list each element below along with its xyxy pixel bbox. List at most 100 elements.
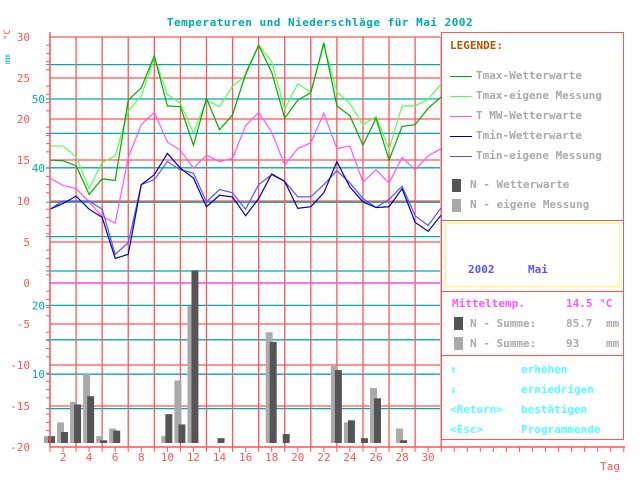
day-tick-label: 20 — [291, 451, 304, 464]
precip-axis-label: mm — [3, 54, 12, 64]
precip-tick-label: 40 — [32, 162, 45, 175]
day-tick-label: 30 — [422, 451, 435, 464]
bar-n-wetterwarte — [334, 370, 342, 443]
legend-item-tmax-eig: Tmax-eigene Messung — [450, 89, 602, 102]
key-return[interactable]: <Return> — [450, 403, 503, 416]
day-tick-label: 12 — [187, 451, 200, 464]
bar-n-wetterwarte — [113, 430, 121, 443]
bar-n-eigene — [343, 422, 351, 443]
action-decrease[interactable]: erniedrigen — [521, 383, 594, 396]
x-axis-label: Tag — [600, 460, 620, 473]
bar-n-wetterwarte — [269, 341, 277, 443]
line-swatch — [450, 155, 472, 157]
precip-tick-label: 50 — [32, 93, 45, 106]
divider — [442, 355, 623, 356]
line-swatch — [450, 75, 472, 77]
series-line-tmin-eigene-messung — [49, 160, 442, 256]
legend-label: Tmin-eigene Messung — [476, 149, 602, 162]
temp-tick-label: 25 — [17, 72, 30, 85]
day-tick-label: 24 — [343, 451, 357, 464]
legend-label: Tmin-Wetterwarte — [476, 129, 582, 142]
legend-item-n-ww: N - Wetterwarte — [444, 178, 569, 192]
temp-tick-label: -10 — [10, 359, 30, 372]
bar-n-eigene — [265, 332, 273, 443]
day-tick-label: 14 — [213, 451, 227, 464]
bar-n-wetterwarte — [87, 396, 95, 443]
mean-temp-value: 14.5 °C — [566, 297, 613, 310]
day-tick-label: 10 — [161, 451, 174, 464]
bar-n-wetterwarte — [74, 404, 82, 443]
bar-swatch-ww — [454, 317, 463, 330]
mean-temp-label: Mitteltemp. — [452, 297, 525, 310]
temp-tick-label: -15 — [10, 400, 30, 413]
legend-label: N - eigene Messung — [470, 198, 590, 211]
bar-n-wetterwarte — [48, 436, 55, 443]
bar-n-eigene — [70, 401, 78, 443]
action-confirm[interactable]: bestätigen — [521, 403, 588, 416]
bar-n-wetterwarte — [347, 420, 355, 443]
bar-n-eigene — [83, 374, 91, 443]
year-value[interactable]: 2002 — [468, 263, 495, 276]
bar-n-eigene — [96, 436, 104, 443]
period-selector[interactable]: 2002 Mai — [445, 223, 620, 287]
temp-axis-label: °C — [3, 29, 13, 40]
divider — [442, 220, 623, 221]
series-line-t-mw-wetterwarte — [49, 111, 442, 225]
sum-eig-value: 93 — [566, 337, 580, 350]
key-esc[interactable]: <Esc> — [450, 423, 484, 436]
day-tick-label: 6 — [112, 451, 119, 464]
legend-title: LEGENDE: — [450, 39, 503, 52]
legend-label: Tmax-eigene Messung — [476, 89, 602, 102]
temp-tick-label: 20 — [17, 113, 30, 126]
day-tick-label: 28 — [395, 451, 408, 464]
bar-n-wetterwarte — [374, 398, 381, 443]
legend-label: N - Wetterwarte — [470, 178, 570, 191]
divider — [442, 291, 623, 292]
bar-n-wetterwarte — [191, 270, 199, 443]
line-swatch — [450, 95, 472, 97]
bar-n-eigene — [109, 428, 117, 443]
day-tick-label: 22 — [317, 451, 330, 464]
action-exit[interactable]: Programmende — [521, 423, 601, 436]
day-tick-label: 26 — [369, 451, 382, 464]
legend-item-tmw: T MW-Wetterwarte — [450, 109, 582, 122]
bar-n-eigene — [396, 428, 404, 443]
legend-item-tmin-eig: Tmin-eigene Messung — [450, 149, 602, 162]
bar-n-wetterwarte — [360, 438, 368, 443]
sum-ww-unit: mm — [606, 317, 620, 330]
precip-tick-label: 10 — [32, 368, 45, 381]
bar-n-eigene — [174, 380, 182, 443]
bar-n-wetterwarte — [100, 440, 108, 443]
day-tick-label: 16 — [239, 451, 252, 464]
bar-n-wetterwarte — [217, 438, 225, 443]
precip-tick-label: 20 — [32, 299, 45, 312]
legend-label: Tmax-Wetterwarte — [476, 69, 582, 82]
temp-tick-label: 5 — [23, 236, 30, 249]
series-line-tmin-wetterwarte — [49, 152, 442, 260]
sum-eig-unit: mm — [606, 337, 620, 350]
bar-n-eigene — [187, 306, 195, 443]
line-swatch — [450, 135, 472, 137]
temp-tick-label: 10 — [17, 195, 30, 208]
bar-swatch-eig — [454, 337, 463, 350]
chart-title: Temperaturen und Niederschläge für Mai 2… — [166, 16, 474, 29]
key-down[interactable]: ↓ — [450, 383, 457, 396]
legend-item-tmin-ww: Tmin-Wetterwarte — [450, 129, 582, 142]
temp-tick-label: 0 — [23, 277, 30, 290]
legend-item-n-eig: N - eigene Messung — [444, 198, 589, 212]
bar-n-wetterwarte — [165, 414, 173, 443]
action-increase[interactable]: erhöhen — [521, 363, 568, 376]
day-tick-label: 8 — [138, 451, 145, 464]
legend-label: T MW-Wetterwarte — [476, 109, 582, 122]
bar-n-wetterwarte — [178, 424, 186, 443]
month-value[interactable]: Mai — [528, 263, 548, 276]
bar-n-eigene — [44, 436, 51, 443]
key-up[interactable]: ↑ — [450, 363, 457, 376]
bar-n-wetterwarte — [282, 434, 290, 443]
day-tick-label: 4 — [86, 451, 93, 464]
sum-ww-value: 85.7 — [566, 317, 593, 330]
temp-tick-label: -20 — [10, 441, 30, 454]
temp-tick-label: -5 — [17, 318, 30, 331]
series-line-tmax-wetterwarte — [49, 42, 442, 196]
